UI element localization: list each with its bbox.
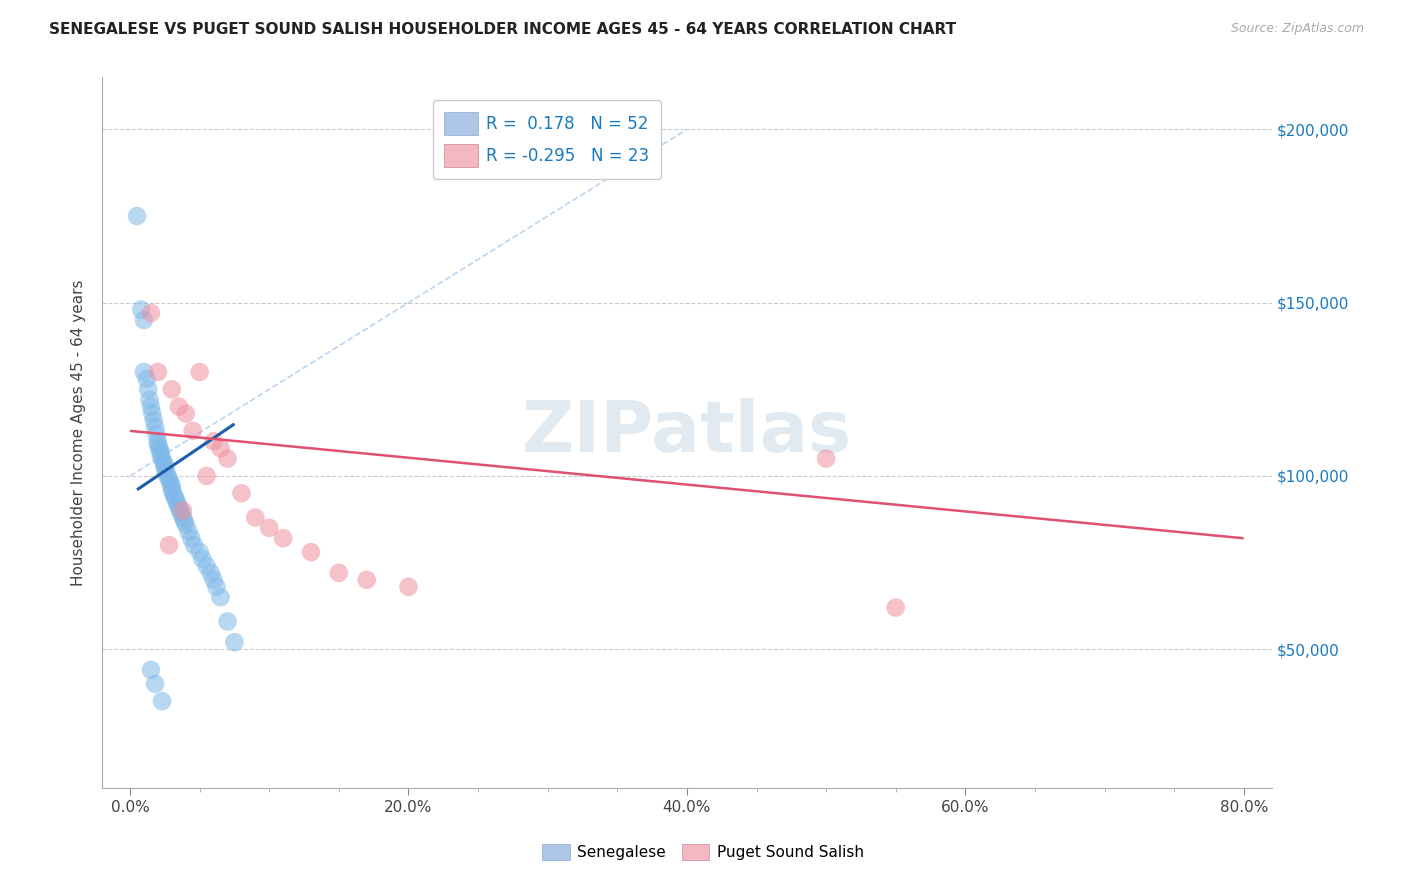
Point: [188, 545, 211, 559]
Legend: R =  0.178   N = 52, R = -0.295   N = 23: R = 0.178 N = 52, R = -0.295 N = 23: [433, 100, 661, 178]
Point: [143, 420, 166, 434]
Point: [146, 434, 169, 449]
Point: [174, 407, 197, 421]
Point: [157, 538, 180, 552]
Point: [153, 458, 176, 473]
Point: [167, 500, 190, 514]
Point: [174, 517, 197, 532]
Point: [172, 510, 194, 524]
Text: ZIPatlas: ZIPatlas: [522, 398, 852, 467]
Point: [129, 302, 152, 317]
Point: [143, 677, 166, 691]
Point: [356, 573, 378, 587]
Point: [149, 448, 172, 462]
Point: [217, 615, 239, 629]
Point: [209, 590, 232, 604]
Point: [145, 427, 167, 442]
Point: [146, 365, 169, 379]
Y-axis label: Householder Income Ages 45 - 64 years: Householder Income Ages 45 - 64 years: [72, 279, 86, 586]
Point: [181, 424, 204, 438]
Point: [202, 434, 225, 449]
Point: [141, 407, 163, 421]
Point: [259, 521, 281, 535]
Point: [125, 209, 148, 223]
Point: [160, 483, 183, 497]
Point: [132, 365, 155, 379]
Point: [169, 503, 191, 517]
Point: [172, 503, 194, 517]
Point: [160, 382, 183, 396]
Point: [146, 438, 169, 452]
Point: [231, 486, 253, 500]
Point: [160, 479, 183, 493]
Point: [202, 573, 225, 587]
Point: [132, 313, 155, 327]
Point: [150, 451, 173, 466]
Point: [157, 472, 180, 486]
Point: [163, 490, 186, 504]
Point: [150, 694, 173, 708]
Point: [135, 372, 157, 386]
Point: [149, 444, 172, 458]
Point: [224, 635, 246, 649]
Text: Source: ZipAtlas.com: Source: ZipAtlas.com: [1230, 22, 1364, 36]
Point: [328, 566, 350, 580]
Point: [155, 466, 177, 480]
Point: [815, 451, 838, 466]
Point: [195, 469, 218, 483]
Point: [136, 382, 159, 396]
Point: [177, 524, 200, 539]
Text: SENEGALESE VS PUGET SOUND SALISH HOUSEHOLDER INCOME AGES 45 - 64 YEARS CORRELATI: SENEGALESE VS PUGET SOUND SALISH HOUSEHO…: [49, 22, 956, 37]
Point: [152, 455, 174, 469]
Point: [165, 493, 187, 508]
Point: [183, 538, 205, 552]
Point: [884, 600, 907, 615]
Point: [245, 510, 267, 524]
Point: [398, 580, 420, 594]
Point: [209, 441, 232, 455]
Point: [217, 451, 239, 466]
Point: [299, 545, 322, 559]
Point: [162, 486, 184, 500]
Point: [139, 400, 162, 414]
Point: [156, 469, 179, 483]
Point: [205, 580, 228, 594]
Point: [180, 531, 202, 545]
Point: [153, 462, 176, 476]
Point: [159, 475, 181, 490]
Point: [170, 507, 193, 521]
Point: [148, 441, 170, 455]
Point: [139, 663, 162, 677]
Point: [166, 497, 188, 511]
Point: [200, 566, 222, 580]
Legend: Senegalese, Puget Sound Salish: Senegalese, Puget Sound Salish: [536, 838, 870, 866]
Point: [188, 365, 211, 379]
Point: [167, 400, 190, 414]
Point: [271, 531, 294, 545]
Point: [139, 306, 162, 320]
Point: [138, 392, 160, 407]
Point: [173, 514, 195, 528]
Point: [191, 552, 214, 566]
Point: [142, 413, 165, 427]
Point: [195, 559, 218, 574]
